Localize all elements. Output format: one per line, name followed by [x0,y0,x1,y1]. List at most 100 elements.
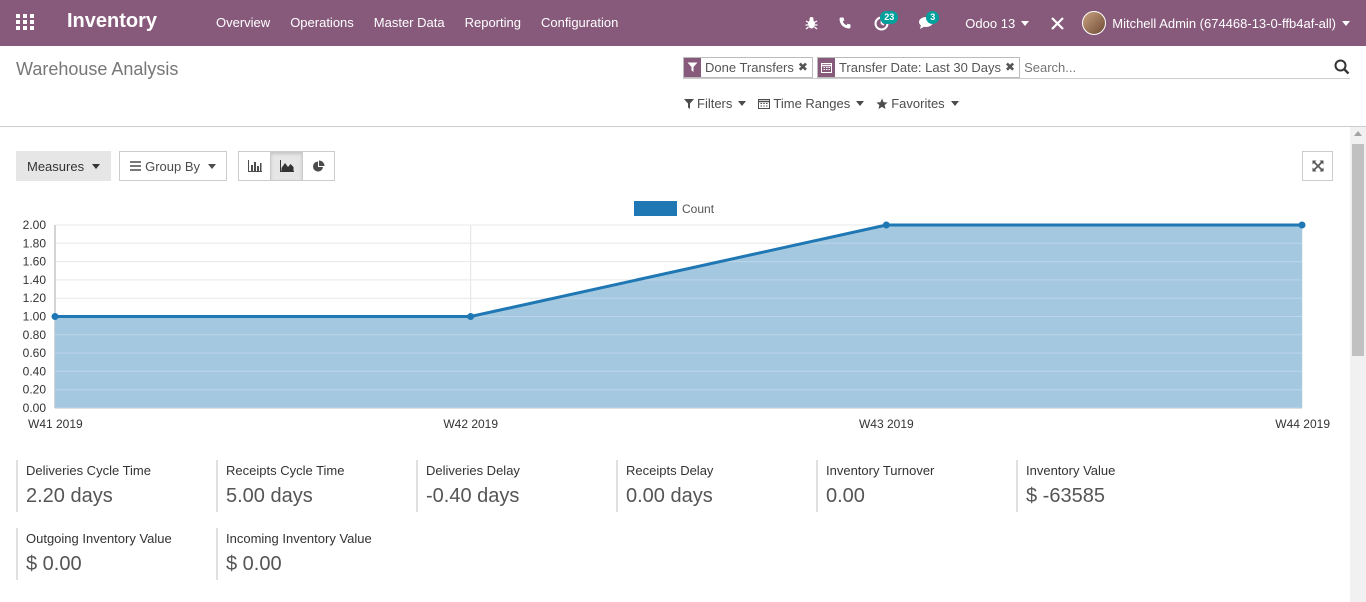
y-tick-label: 1.00 [23,310,47,324]
kpi-value: $ 0.00 [26,553,82,575]
user-name: Mitchell Admin (674468-13-0-ffb4af-all) [1112,15,1336,31]
x-tick-label: W42 2019 [443,417,498,431]
database-label: Odoo 13 [965,15,1016,31]
expand-icon [1311,160,1324,172]
x-tick-label: W41 2019 [28,417,83,431]
tools-icon[interactable] [1040,0,1074,46]
close-icon[interactable]: ✖ [1005,60,1016,74]
kpi-value: $ -63585 [1026,485,1105,507]
favorites-dropdown[interactable]: Favorites [876,96,959,111]
activity-count-badge: 23 [880,11,899,24]
menu-configuration[interactable]: Configuration [540,15,619,30]
facet-transfer-date[interactable]: Transfer Date: Last 30 Days ✖ [816,56,1021,78]
kpi-label: Outgoing Inventory Value [26,531,172,546]
menu-operations[interactable]: Operations [290,15,354,30]
y-tick-label: 1.60 [23,255,47,269]
bar-chart-icon [247,160,262,172]
chevron-down-icon [856,101,865,106]
time-ranges-dropdown[interactable]: Time Ranges [758,96,865,111]
kpi-value: -0.40 days [426,485,520,507]
kpi-label: Receipts Cycle Time [226,463,345,478]
activity-icon[interactable]: 23 [862,0,908,46]
kpi-label: Receipts Delay [626,463,714,478]
favorites-label: Favorites [891,96,945,111]
y-tick-label: 0.20 [23,383,47,397]
series-area [55,225,1302,408]
chart-type-switcher [238,151,335,181]
chevron-down-icon [738,101,747,106]
filters-dropdown[interactable]: Filters [684,96,747,111]
chevron-down-icon [1342,20,1350,26]
y-tick-label: 0.40 [23,364,47,378]
chevron-down-icon [92,163,101,169]
pie-chart-button[interactable] [302,151,335,181]
apps-menu-icon[interactable] [16,14,34,32]
menu-reporting[interactable]: Reporting [464,15,521,30]
time-ranges-label: Time Ranges [773,96,851,111]
kpi-value: $ 0.00 [226,553,282,575]
line-chart-button[interactable] [270,151,303,181]
facet-done-transfers[interactable]: Done Transfers ✖ [683,56,813,78]
y-tick-label: 0.00 [23,401,47,415]
search-input[interactable] [1024,57,1350,77]
menu-overview[interactable]: Overview [216,15,271,30]
page-title: Warehouse Analysis [16,59,179,79]
area-chart-icon [279,160,294,172]
data-point [1298,221,1306,229]
measures-button[interactable]: Measures [16,151,112,181]
kpi-label: Inventory Turnover [826,463,935,478]
fullscreen-button[interactable] [1302,151,1333,181]
y-tick-label: 2.00 [23,218,47,232]
search-bar: Done Transfers ✖ Transfer Date: Last 30 … [683,56,1350,79]
user-menu[interactable]: Mitchell Admin (674468-13-0-ffb4af-all) [1074,0,1366,46]
data-point [51,313,59,320]
group-by-button[interactable]: Group By [119,151,227,181]
database-switcher[interactable]: Odoo 13 [954,0,1040,46]
x-tick-label: W43 2019 [859,417,914,431]
debug-icon[interactable] [794,0,828,46]
kpi-value: 0.00 [826,485,865,507]
y-tick-label: 1.40 [23,273,47,287]
filters-label: Filters [697,96,733,111]
filter-icon [684,57,701,77]
menu-master-data[interactable]: Master Data [373,15,445,30]
star-icon [876,98,888,109]
kpi-deliveries-cycle-time: Deliveries Cycle Time 2.20 days [16,460,212,512]
pie-chart-icon [313,160,325,171]
phone-icon[interactable] [828,0,862,46]
legend-swatch [634,201,677,216]
close-icon[interactable]: ✖ [797,60,808,74]
filter-icon [684,98,694,109]
kpi-inventory-turnover: Inventory Turnover 0.00 [816,460,1012,512]
kpi-value: 2.20 days [26,485,113,507]
series-line [55,223,1302,318]
app-brand[interactable]: Inventory [67,10,158,32]
y-tick-label: 0.60 [23,346,47,360]
bar-chart-button[interactable] [238,151,271,181]
list-icon [130,161,142,171]
facet-label: Transfer Date: Last 30 Days [838,59,1002,75]
kpi-incoming-inventory-value: Incoming Inventory Value $ 0.00 [216,528,412,580]
y-tick-label: 1.20 [23,291,47,305]
chevron-down-icon [208,163,216,169]
scroll-up-arrow-icon[interactable] [1354,131,1362,136]
search-icon[interactable] [1334,59,1350,75]
scrollbar-thumb[interactable] [1352,144,1364,356]
calendar-icon [817,57,835,77]
search-options: Filters Time Ranges Favorites [684,96,971,111]
graph-toolbar: Measures Group By [16,151,335,181]
kpi-label: Deliveries Delay [426,463,520,478]
kpi-inventory-value: Inventory Value $ -63585 [1016,460,1212,512]
kpi-value: 0.00 days [626,485,713,507]
scrollbar[interactable] [1350,127,1366,602]
group-by-label: Group By [145,158,200,174]
kpi-label: Deliveries Cycle Time [26,463,151,478]
main-navbar: Inventory Overview Operations Master Dat… [0,0,1366,46]
kpi-outgoing-inventory-value: Outgoing Inventory Value $ 0.00 [16,528,212,580]
x-tick-label: W44 2019 [1275,417,1330,431]
facet-label: Done Transfers [705,59,794,75]
area-chart: 0.00 0.20 0.40 0.60 0.80 1.00 1.20 1.40 1.60 1.80… [23,201,1330,431]
measures-label: Measures [27,158,85,174]
data-point [467,313,475,320]
messages-icon[interactable]: 3 [908,0,954,46]
